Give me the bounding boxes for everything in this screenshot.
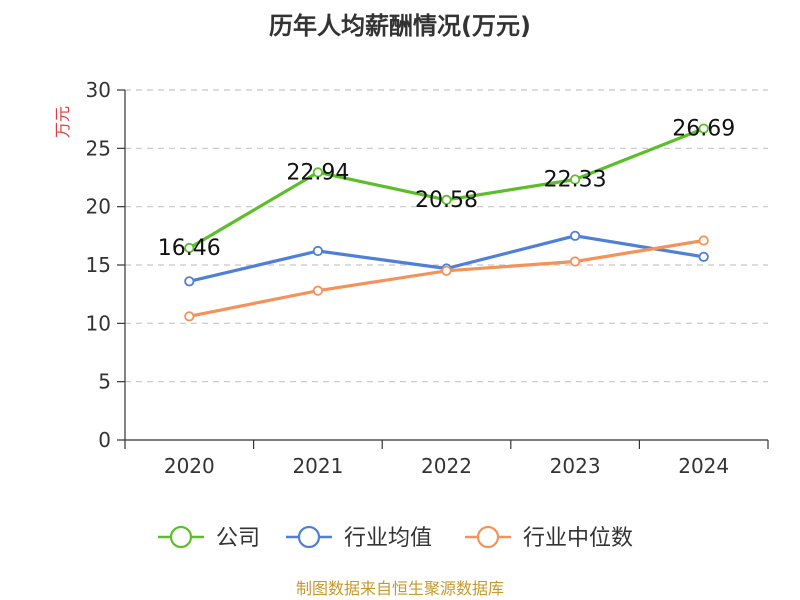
data-label: 16.46 (158, 236, 221, 261)
axes: 0 5 10 15 20 25 30 2020 2021 2022 2023 2024 (86, 78, 769, 478)
y-tick-label: 10 (86, 311, 111, 335)
data-label: 26.69 (672, 117, 735, 142)
legend-label: 行业中位数 (523, 526, 633, 551)
legend-item[interactable]: 行业均值 (286, 525, 432, 551)
data-point (184, 242, 195, 254)
data-label: 20.58 (415, 188, 478, 213)
y-tick-label: 0 (98, 428, 111, 452)
data-point (441, 194, 452, 205)
legend-label: 公司 (216, 526, 260, 551)
data-label: 22.94 (286, 160, 349, 185)
data-point (569, 230, 581, 241)
y-tick-label: 30 (86, 78, 111, 102)
legend-marker (297, 525, 321, 549)
x-tick-label: 2023 (550, 454, 601, 478)
data-point (312, 245, 323, 257)
data-point (312, 285, 323, 296)
x-tick-label: 2021 (292, 454, 343, 478)
legend-marker (476, 525, 500, 549)
chart-title: 历年人均薪酬情况(万元) (269, 12, 531, 40)
legend-item[interactable]: 行业中位数 (465, 525, 633, 551)
data-label: 22.33 (544, 167, 607, 192)
data-point (312, 167, 323, 178)
data-point (569, 256, 581, 267)
series-line (188, 238, 704, 318)
series-2 (184, 235, 709, 322)
data-point (698, 251, 709, 262)
series-layer: 16.46 22.94 20.58 22.33 26.69 (158, 117, 735, 322)
data-point (184, 311, 195, 322)
x-tick-label: 2022 (421, 454, 472, 478)
data-point (441, 265, 452, 276)
legend-label: 行业均值 (344, 526, 432, 551)
legend-marker (169, 525, 193, 549)
y-tick-label: 20 (86, 195, 111, 219)
y-axis-label: 万元 (53, 106, 72, 138)
x-tick-label: 2024 (678, 454, 729, 478)
series-1 (184, 230, 709, 287)
data-point (698, 235, 709, 246)
data-point (569, 174, 581, 185)
data-point (698, 123, 709, 134)
legend: 公司 行业均值 行业中位数 (158, 525, 633, 551)
legend-item[interactable]: 公司 (158, 525, 260, 551)
source-note: 制图数据来自恒生聚源数据库 (296, 579, 504, 598)
data-point (184, 276, 195, 287)
x-tick-label: 2020 (164, 454, 215, 478)
y-tick-label: 25 (86, 136, 111, 160)
series-0: 16.46 22.94 20.58 22.33 26.69 (158, 117, 735, 261)
y-tick-label: 15 (86, 253, 111, 277)
y-tick-label: 5 (98, 370, 111, 394)
